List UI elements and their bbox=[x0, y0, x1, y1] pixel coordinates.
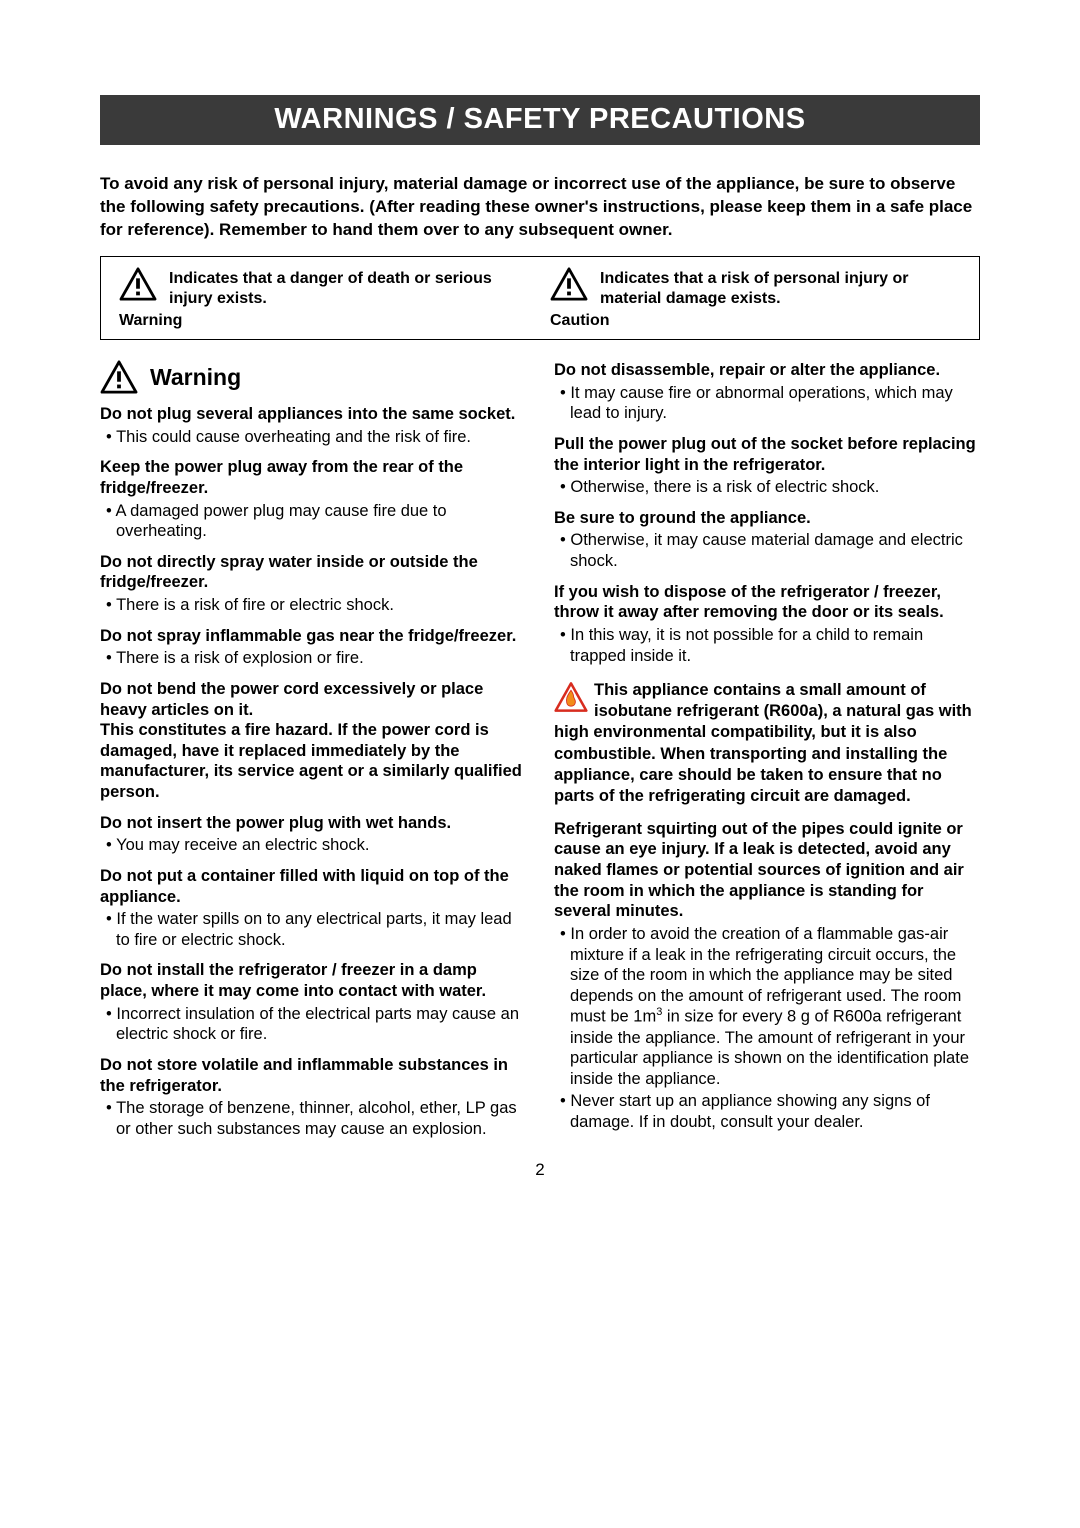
refrigerant-p2: Refrigerant squirting out of the pipes c… bbox=[554, 819, 980, 922]
item-heading: Keep the power plug away from the rear o… bbox=[100, 457, 526, 498]
item-heading: If you wish to dispose of the refrigerat… bbox=[554, 582, 980, 623]
item-heading: Do not store volatile and inflammable su… bbox=[100, 1055, 526, 1096]
warning-section-header: Warning bbox=[100, 360, 526, 394]
refrigerant-notice: This appliance contains a small amount o… bbox=[554, 680, 980, 1133]
item-heading: Do not disassemble, repair or alter the … bbox=[554, 360, 980, 381]
item-bullet: The storage of benzene, thinner, alcohol… bbox=[100, 1098, 526, 1139]
fire-hazard-icon bbox=[554, 680, 588, 714]
legend-warning: Indicates that a danger of death or seri… bbox=[119, 267, 530, 331]
warning-triangle-icon bbox=[119, 267, 157, 301]
refrigerant-p1-text: This appliance contains a small amount o… bbox=[554, 681, 972, 805]
item-bullet: Otherwise, it may cause material damage … bbox=[554, 530, 980, 571]
item-heading: Do not directly spray water inside or ou… bbox=[100, 552, 526, 593]
item-bullet: In this way, it is not possible for a ch… bbox=[554, 625, 980, 666]
page-number: 2 bbox=[100, 1159, 980, 1180]
caution-triangle-icon bbox=[550, 267, 588, 301]
warning-section-icon bbox=[100, 360, 138, 394]
item-heading: Pull the power plug out of the socket be… bbox=[554, 434, 980, 475]
left-column: Warning Do not plug several appliances i… bbox=[100, 360, 526, 1139]
item-heading: Be sure to ground the appliance. bbox=[554, 508, 980, 529]
item-heading: Do not install the refrigerator / freeze… bbox=[100, 960, 526, 1001]
legend-caution: Indicates that a risk of personal injury… bbox=[550, 267, 961, 331]
item-bullet: There is a risk of explosion or fire. bbox=[100, 648, 526, 669]
legend-warning-text: Indicates that a danger of death or seri… bbox=[169, 267, 530, 309]
legend-caution-label: Caution bbox=[550, 311, 961, 331]
item-bullet: You may receive an electric shock. bbox=[100, 835, 526, 856]
item-heading: Do not insert the power plug with wet ha… bbox=[100, 813, 526, 834]
refrigerant-bullet-2: Never start up an appliance showing any … bbox=[554, 1091, 980, 1132]
refrigerant-p1: This appliance contains a small amount o… bbox=[554, 680, 980, 807]
item-heading: Do not put a container filled with liqui… bbox=[100, 866, 526, 907]
item-heading: Do not plug several appliances into the … bbox=[100, 404, 526, 425]
right-column: Do not disassemble, repair or alter the … bbox=[554, 360, 980, 1139]
item-bullet: This could cause overheating and the ris… bbox=[100, 427, 526, 448]
item-bullet: Otherwise, there is a risk of electric s… bbox=[554, 477, 980, 498]
item-bullet: There is a risk of fire or electric shoc… bbox=[100, 595, 526, 616]
intro-paragraph: To avoid any risk of personal injury, ma… bbox=[100, 173, 980, 242]
item-bullet: It may cause fire or abnormal operations… bbox=[554, 383, 980, 424]
legend-box: Indicates that a danger of death or seri… bbox=[100, 256, 980, 340]
page-title-bar: WARNINGS / SAFETY PRECAUTIONS bbox=[100, 95, 980, 145]
warning-section-title: Warning bbox=[150, 363, 241, 392]
item-heading: Do not bend the power cord excessively o… bbox=[100, 679, 526, 803]
item-bullet: Incorrect insulation of the electrical p… bbox=[100, 1004, 526, 1045]
item-bullet: If the water spills on to any electrical… bbox=[100, 909, 526, 950]
refrigerant-bullet-1: In order to avoid the creation of a flam… bbox=[554, 924, 980, 1090]
item-heading: Do not spray inflammable gas near the fr… bbox=[100, 626, 526, 647]
page-title: WARNINGS / SAFETY PRECAUTIONS bbox=[274, 103, 805, 135]
legend-warning-label: Warning bbox=[119, 311, 530, 331]
content-columns: Warning Do not plug several appliances i… bbox=[100, 360, 980, 1139]
legend-caution-text: Indicates that a risk of personal injury… bbox=[600, 267, 961, 309]
item-bullet: A damaged power plug may cause fire due … bbox=[100, 501, 526, 542]
